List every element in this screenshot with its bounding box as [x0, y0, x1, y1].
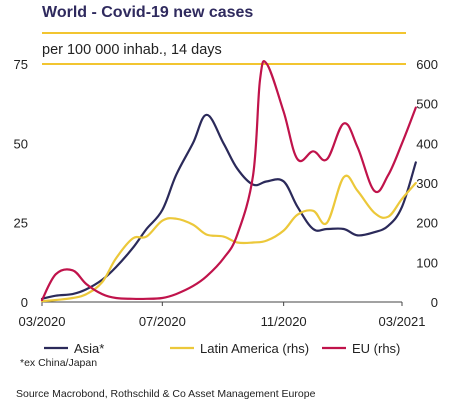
y-right-tick-label: 500: [416, 97, 438, 112]
footnote: *ex China/Japan: [20, 357, 97, 369]
series-line-2: [40, 174, 417, 303]
chart-title: World - Covid-19 new cases: [42, 4, 254, 21]
y-left-tick-label: 50: [14, 136, 28, 151]
y-right-tick-label: 400: [416, 136, 438, 151]
y-right-tick-label: 300: [416, 176, 438, 191]
legend-label: EU (rhs): [352, 341, 400, 356]
y-right-tick-label: 0: [431, 295, 438, 310]
y-right-tick-label: 200: [416, 216, 438, 231]
source-note: Source Macrobond, Rothschild & Co Asset …: [16, 388, 316, 400]
series-line-1: [40, 113, 417, 300]
legend-label: Asia*: [74, 341, 104, 356]
x-tick-label: 03/2021: [379, 314, 426, 329]
y-left-tick-label: 0: [21, 295, 28, 310]
y-left-tick-label: 25: [14, 216, 28, 231]
y-right-tick-label: 600: [416, 57, 438, 72]
x-tick-label: 07/2020: [139, 314, 186, 329]
chart-subtitle: per 100 000 inhab., 14 days: [42, 42, 222, 58]
y-left-tick-label: 75: [14, 57, 28, 72]
y-right-tick-label: 100: [416, 255, 438, 270]
x-tick-label: 11/2020: [261, 314, 307, 329]
series-line-3: [40, 60, 417, 302]
x-tick-label: 03/2020: [19, 314, 66, 329]
legend-label: Latin America (rhs): [200, 341, 309, 356]
